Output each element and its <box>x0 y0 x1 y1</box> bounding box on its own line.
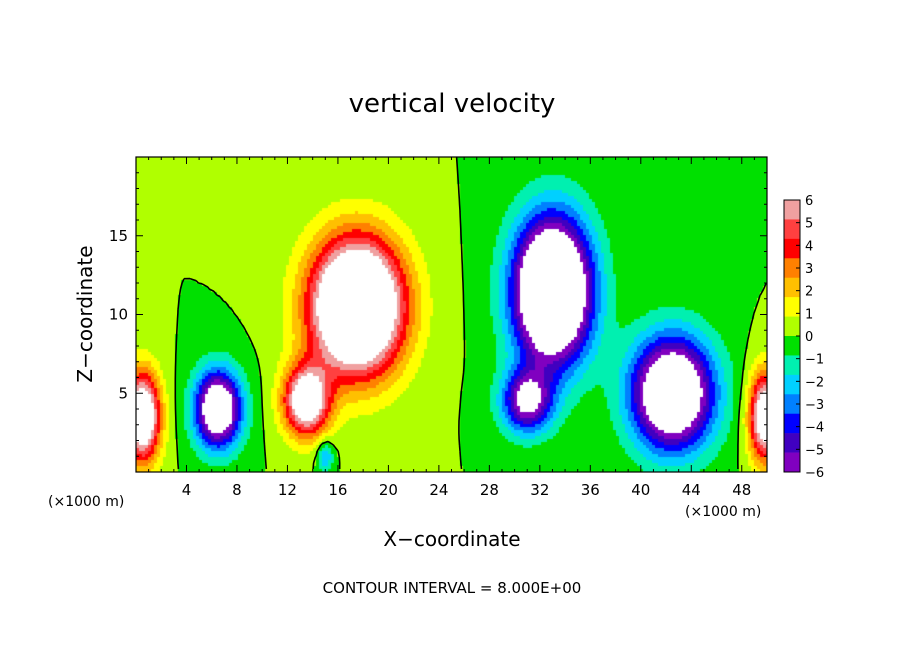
x-tick-label: 4 <box>182 481 192 499</box>
velocity-field-image <box>136 157 767 472</box>
x-tick-label: 28 <box>480 481 499 499</box>
colorbar-segment <box>784 452 800 473</box>
colorbar-tick-label: 0 <box>805 330 813 345</box>
colorbar-segment <box>784 297 800 317</box>
x-tick-label: 20 <box>379 481 398 499</box>
x-tick-label: 32 <box>530 481 549 499</box>
y-axis-ticks: 5 10 15 <box>109 172 767 457</box>
colorbar-tick-label: 2 <box>805 285 813 300</box>
colorbar-segment <box>784 238 800 259</box>
colorbar-segment <box>784 394 800 415</box>
plot-area <box>135 156 768 473</box>
colorbar-tick-label: −2 <box>805 375 824 390</box>
x-unit-left: (×1000 m) <box>48 494 124 510</box>
contour-interval-note: CONTOUR INTERVAL = 8.000E+00 <box>323 579 582 597</box>
colorbar: 6 5 4 3 2 1 0 −1 −2 −3 −4 −5 −6 <box>783 194 824 481</box>
x-tick-label: 16 <box>328 481 347 499</box>
colorbar-segment <box>784 355 800 376</box>
colorbar-segment <box>784 258 800 279</box>
x-tick-label: 24 <box>429 481 448 499</box>
colorbar-tick-label: −3 <box>805 398 824 413</box>
colorbar-tick-label: −6 <box>805 466 824 481</box>
y-tick-label: 10 <box>109 306 128 324</box>
colorbar-tick-label: −5 <box>805 443 824 458</box>
x-tick-label: 36 <box>581 481 600 499</box>
colorbar-segment <box>784 219 800 240</box>
colorbar-tick-label: −4 <box>805 421 824 436</box>
chart-title: vertical velocity <box>349 89 556 119</box>
x-tick-label: 40 <box>631 481 650 499</box>
colorbar-segment <box>784 433 800 453</box>
colorbar-tick-label: −1 <box>805 353 824 368</box>
x-tick-label: 12 <box>278 481 297 499</box>
colorbar-segment <box>784 374 800 395</box>
y-axis-label: Z−coordinate <box>73 245 97 382</box>
colorbar-segment <box>784 336 800 356</box>
colorbar-segment <box>784 316 800 337</box>
colorbar-segment <box>784 277 800 298</box>
colorbar-segment <box>784 413 800 434</box>
x-tick-label: 8 <box>232 481 242 499</box>
colorbar-tick-label: 1 <box>805 307 813 322</box>
colorbar-tick-label: 4 <box>805 239 813 254</box>
x-unit-right: (×1000 m) <box>685 504 761 520</box>
colorbar-tick-label: 5 <box>805 217 813 232</box>
colorbar-segment <box>784 200 800 220</box>
y-tick-label: 5 <box>118 384 128 402</box>
zero-contour-line <box>174 156 767 470</box>
y-tick-label: 15 <box>109 227 128 245</box>
x-axis-label: X−coordinate <box>383 527 520 551</box>
x-axis-ticks: 4 8 12 16 20 24 28 32 36 40 44 48 <box>148 157 755 499</box>
x-tick-label: 48 <box>732 481 751 499</box>
x-tick-label: 44 <box>682 481 701 499</box>
colorbar-tick-label: 3 <box>805 262 813 277</box>
colorbar-tick-label: 6 <box>805 194 813 209</box>
